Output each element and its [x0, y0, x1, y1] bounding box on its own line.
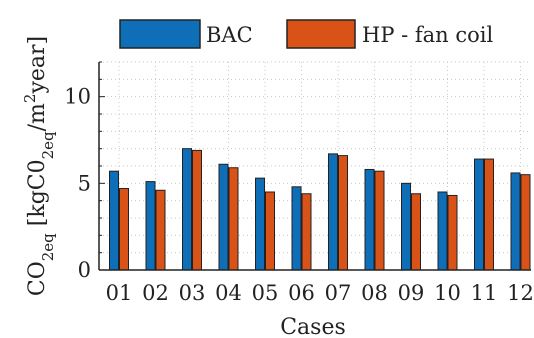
bar-bac-07 — [328, 153, 338, 271]
x-tick-label: 09 — [398, 281, 425, 305]
y-axis-title: CO2eq [kgC02eq/m2year] — [21, 36, 57, 296]
bar-bac-08 — [364, 168, 375, 271]
bar-bac-11 — [474, 158, 484, 271]
x-tick-label: 12 — [507, 281, 534, 305]
legend: BAC HP - fan coil — [119, 19, 494, 49]
legend-label-bac: BAC — [206, 23, 253, 47]
y-tick-label: 5 — [78, 171, 91, 195]
y-axis-title-unit-sub: 2eq — [39, 131, 57, 159]
bar-bac-06 — [291, 186, 302, 271]
bar-hp-fan-coil-09 — [411, 193, 421, 271]
x-tick-label: 04 — [215, 281, 242, 305]
bar-bac-10 — [437, 191, 448, 271]
bar-bac-01 — [109, 170, 119, 271]
bar-bac-12 — [510, 172, 521, 271]
y-tick-label: 10 — [64, 85, 91, 109]
x-axis-title: Cases — [280, 315, 346, 338]
legend-swatch-bac — [119, 19, 201, 49]
bar-hp-fan-coil-05 — [265, 191, 275, 271]
legend-swatch-hp — [286, 19, 356, 49]
bar-hp-fan-coil-06 — [301, 193, 312, 271]
y-axis-title-bracket: [kgC0 — [25, 159, 50, 233]
x-tick-label: 05 — [252, 281, 279, 305]
x-ticks: 01 02 03 04 05 06 07 08 09 10 11 12 — [106, 265, 534, 305]
bar-hp-fan-coil-11 — [484, 158, 494, 271]
y-axis-title-mid: /m — [25, 103, 50, 131]
gridlines — [99, 61, 531, 270]
bar-hp-fan-coil-07 — [338, 155, 348, 271]
y-ticks: 0 5 10 — [64, 61, 105, 282]
x-tick-label: 02 — [142, 281, 169, 305]
bar-bac-05 — [255, 177, 265, 271]
x-tick-label: 08 — [361, 281, 388, 305]
bar-hp-fan-coil-10 — [447, 194, 458, 271]
bars — [109, 148, 531, 271]
x-tick-label: 11 — [471, 281, 498, 305]
x-tick-label: 01 — [106, 281, 133, 305]
bar-hp-fan-coil-01 — [119, 188, 129, 271]
bar-bac-04 — [218, 163, 229, 271]
x-tick-label: 10 — [434, 281, 461, 305]
bar-bac-02 — [145, 181, 156, 271]
bar-hp-fan-coil-02 — [155, 189, 166, 271]
y-axis-title-prefix-sub: 2eq — [39, 233, 57, 261]
bar-hp-fan-coil-04 — [228, 167, 239, 271]
y-axis-title-suffix: year] — [25, 36, 50, 95]
bar-bac-03 — [182, 148, 192, 271]
bar-hp-fan-coil-03 — [192, 149, 202, 271]
y-tick-label: 0 — [78, 258, 91, 282]
x-tick-label: 03 — [179, 281, 206, 305]
x-tick-label: 06 — [288, 281, 315, 305]
bar-hp-fan-coil-12 — [520, 174, 531, 271]
x-tick-label: 07 — [325, 281, 352, 305]
bar-hp-fan-coil-08 — [374, 170, 385, 271]
y-axis-title-prefix: CO — [25, 261, 50, 296]
bar-bac-09 — [401, 182, 411, 271]
legend-label-hp: HP - fan coil — [362, 23, 494, 47]
y-axis-title-sup: 2 — [21, 94, 39, 104]
